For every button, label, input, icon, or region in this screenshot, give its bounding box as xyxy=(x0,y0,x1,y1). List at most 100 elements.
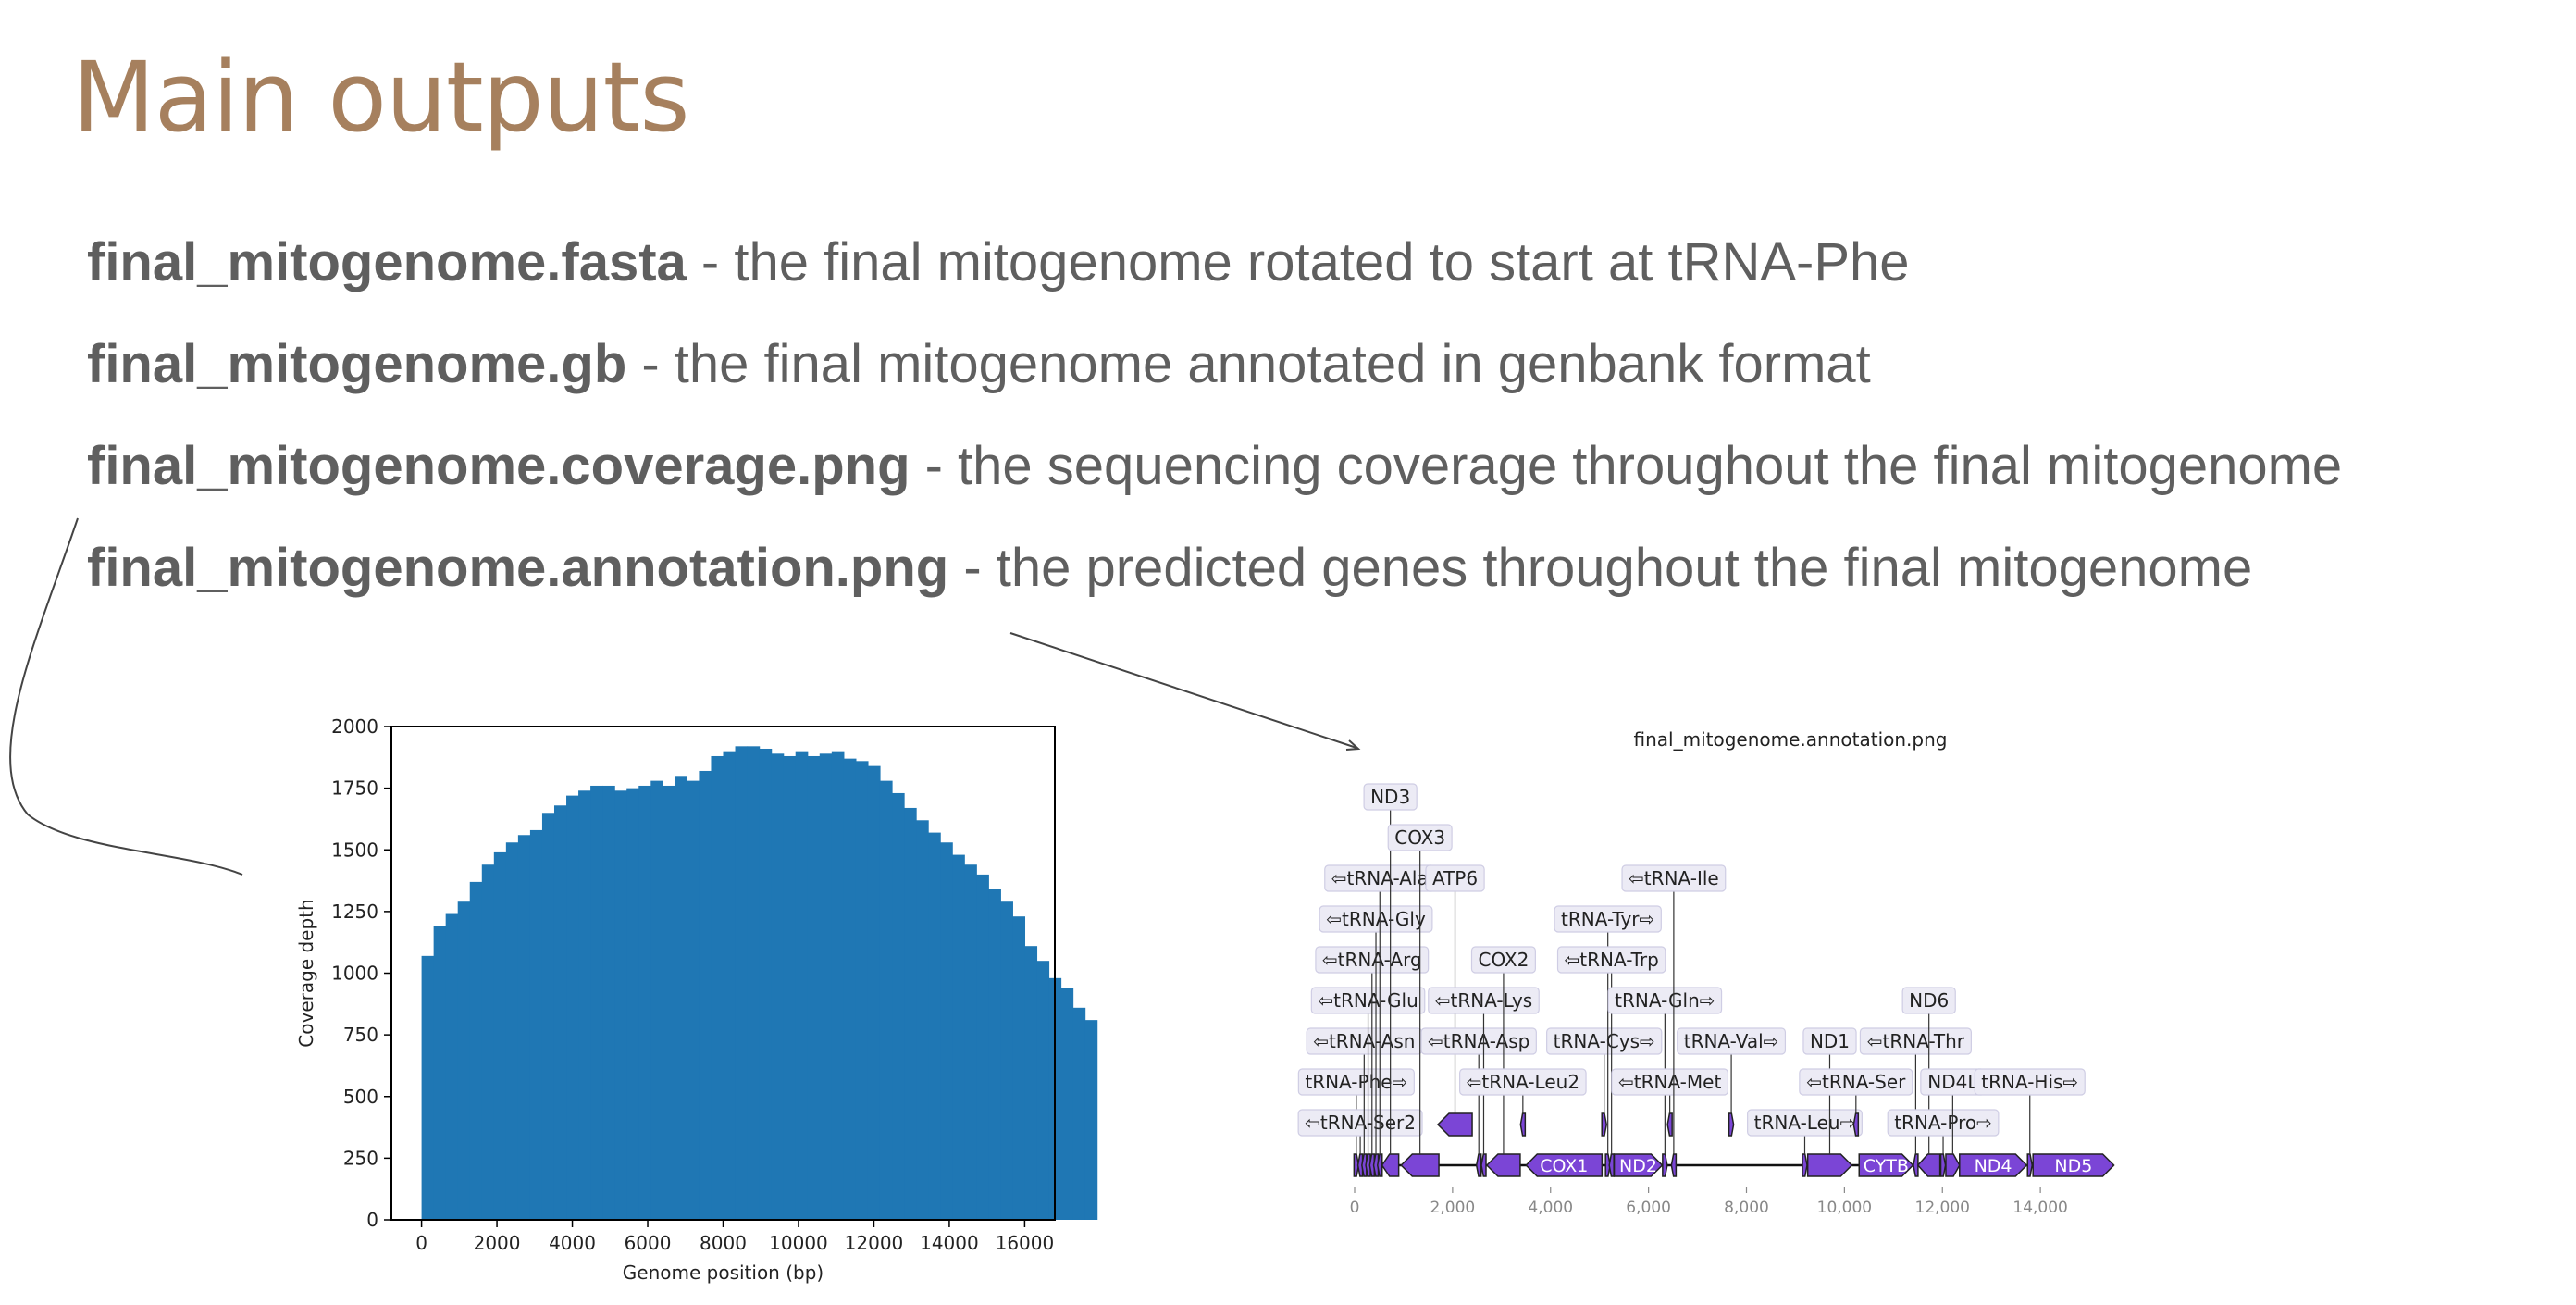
gene-arrow xyxy=(1480,1153,1487,1177)
gene-feature: ⇦tRNA-Ser2 xyxy=(1297,1109,1423,1177)
gene-feature: tRNA-Leu⇨ xyxy=(1747,1109,1863,1177)
output-description: - the sequencing coverage throughout the… xyxy=(910,436,2343,496)
coverage-bar xyxy=(940,842,953,1220)
gene-feature: ND4 xyxy=(1959,1153,2028,1177)
gene-label: ⇦tRNA-Arg xyxy=(1322,949,1422,971)
coverage-bar xyxy=(988,889,1001,1220)
coverage-y-tick-label: 2000 xyxy=(331,715,378,738)
gene-label: ND3 xyxy=(1370,786,1410,808)
coverage-bar xyxy=(457,901,471,1220)
coverage-bar xyxy=(663,785,675,1220)
coverage-bar xyxy=(529,829,543,1220)
gene-arrow xyxy=(1858,1153,1914,1177)
annotation-x-tick-label: 4,000 xyxy=(1528,1199,1573,1217)
coverage-bar xyxy=(879,780,893,1220)
coverage-x-tick-label: 10000 xyxy=(769,1232,828,1254)
coverage-bar xyxy=(771,753,785,1220)
gene-label: ND6 xyxy=(1909,989,1949,1012)
gene-feature: ND3 xyxy=(1363,783,1418,1177)
coverage-x-tick-label: 0 xyxy=(415,1232,427,1254)
gene-label: COX2 xyxy=(1479,949,1530,971)
gene-label: ⇦tRNA-Gly xyxy=(1326,908,1426,930)
connector-curve-coverage xyxy=(9,517,243,876)
coverage-bar xyxy=(433,926,447,1220)
coverage-bar xyxy=(1036,961,1050,1220)
gene-arrow xyxy=(1525,1153,1604,1177)
coverage-bar xyxy=(867,765,881,1220)
connector-arrowhead xyxy=(1345,740,1361,751)
coverage-y-axis-label: Coverage depth xyxy=(295,899,317,1047)
coverage-bar xyxy=(590,785,603,1220)
gene-label: tRNA-Val⇨ xyxy=(1684,1030,1779,1052)
output-item-fasta: final_mitogenome.fasta - the final mitog… xyxy=(87,231,1910,293)
annotation-x-tick-label: 8,000 xyxy=(1724,1199,1769,1217)
gene-arrow xyxy=(1945,1153,1961,1177)
gene-feature: ND6 xyxy=(1901,987,1956,1177)
coverage-bar xyxy=(783,755,797,1220)
gene-feature: ⇦tRNA-Leu2 xyxy=(1459,1068,1587,1137)
coverage-x-tick-label: 8000 xyxy=(700,1232,747,1254)
gene-feature: tRNA-Pro⇨ xyxy=(1887,1109,2000,1177)
coverage-bar xyxy=(578,790,591,1220)
coverage-bar xyxy=(566,795,579,1220)
gene-label: ATP6 xyxy=(1432,867,1478,889)
gene-arrow xyxy=(1519,1112,1527,1137)
coverage-bar xyxy=(505,842,519,1220)
coverage-bar xyxy=(481,864,495,1220)
annotation-x-tick-label: 6,000 xyxy=(1626,1199,1671,1217)
gene-label: COX3 xyxy=(1394,826,1445,849)
gene-label-box xyxy=(1887,1109,2000,1137)
coverage-y-tick-label: 1500 xyxy=(331,839,378,861)
gene-arrow xyxy=(1852,1112,1860,1137)
coverage-bars xyxy=(421,746,1098,1220)
gene-label: ⇦tRNA-Asn xyxy=(1313,1030,1415,1052)
gene-arrow xyxy=(1913,1153,1919,1177)
annotation-x-tick-label: 0 xyxy=(1350,1199,1360,1217)
gene-label-box xyxy=(1459,1068,1587,1096)
gene-label-box xyxy=(1974,1068,2086,1096)
coverage-y-tick-label: 1250 xyxy=(331,901,378,923)
coverage-bar xyxy=(626,788,639,1220)
gene-label-box xyxy=(1611,1068,1728,1096)
gene-label-box xyxy=(1621,864,1727,892)
gene-feature: tRNA-His⇨ xyxy=(1974,1068,2086,1177)
coverage-bar xyxy=(723,751,737,1220)
gene-label: ⇦tRNA-Met xyxy=(1618,1071,1721,1093)
coverage-bar xyxy=(747,746,761,1220)
gene-feature: ⇦tRNA-Met xyxy=(1611,1068,1728,1137)
gene-label-box xyxy=(1901,987,1956,1014)
gene-arrow xyxy=(1939,1153,1947,1177)
coverage-bar xyxy=(1084,1020,1098,1220)
coverage-chart: 0 2000 4000 6000 8000 10000 12000 14000 16000 0 2… xyxy=(295,715,1098,1284)
gene-label-box xyxy=(1546,1027,1663,1055)
gene-feature: tRNA-Tyr⇨ xyxy=(1554,905,1662,1177)
gene-label: ⇦tRNA-Glu xyxy=(1318,989,1418,1012)
coverage-x-tick-label: 6000 xyxy=(625,1232,672,1254)
gene-label-box xyxy=(1315,946,1430,974)
coverage-bar xyxy=(904,807,917,1220)
coverage-bar xyxy=(711,755,724,1220)
coverage-bar xyxy=(807,755,821,1220)
output-file-name: final_mitogenome.fasta xyxy=(87,232,687,292)
gene-arrow xyxy=(1601,1112,1607,1137)
gene-arrow xyxy=(1728,1112,1735,1137)
gene-label: ND1 xyxy=(1810,1030,1850,1052)
coverage-bar xyxy=(928,832,941,1220)
annotation-x-ticks: 0 2,000 4,000 6,000 8,000 10,000 12,000 14,000 xyxy=(1350,1187,2068,1217)
gene-label-box xyxy=(1425,864,1485,892)
gene-label: tRNA-Cys⇨ xyxy=(1554,1030,1655,1052)
gene-label: tRNA-Leu⇨ xyxy=(1754,1112,1856,1134)
output-description: - the predicted genes throughout the fin… xyxy=(948,538,2253,598)
output-description: - the final mitogenome rotated to start … xyxy=(686,232,1910,292)
gene-label-box xyxy=(1677,1027,1787,1055)
gene-feature: ⇦tRNA-Asp xyxy=(1420,1027,1537,1177)
coverage-bar xyxy=(1000,901,1013,1220)
gene-arrow xyxy=(1959,1153,2028,1177)
gene-feature: ⇦tRNA-Thr xyxy=(1859,1027,1972,1177)
coverage-y-tick-label: 500 xyxy=(343,1086,378,1108)
gene-label: ⇦tRNA-Lys xyxy=(1435,989,1532,1012)
gene-arrow xyxy=(1368,1153,1376,1177)
coverage-bar xyxy=(421,955,435,1220)
gene-label: ⇦tRNA-Trp xyxy=(1565,949,1659,971)
